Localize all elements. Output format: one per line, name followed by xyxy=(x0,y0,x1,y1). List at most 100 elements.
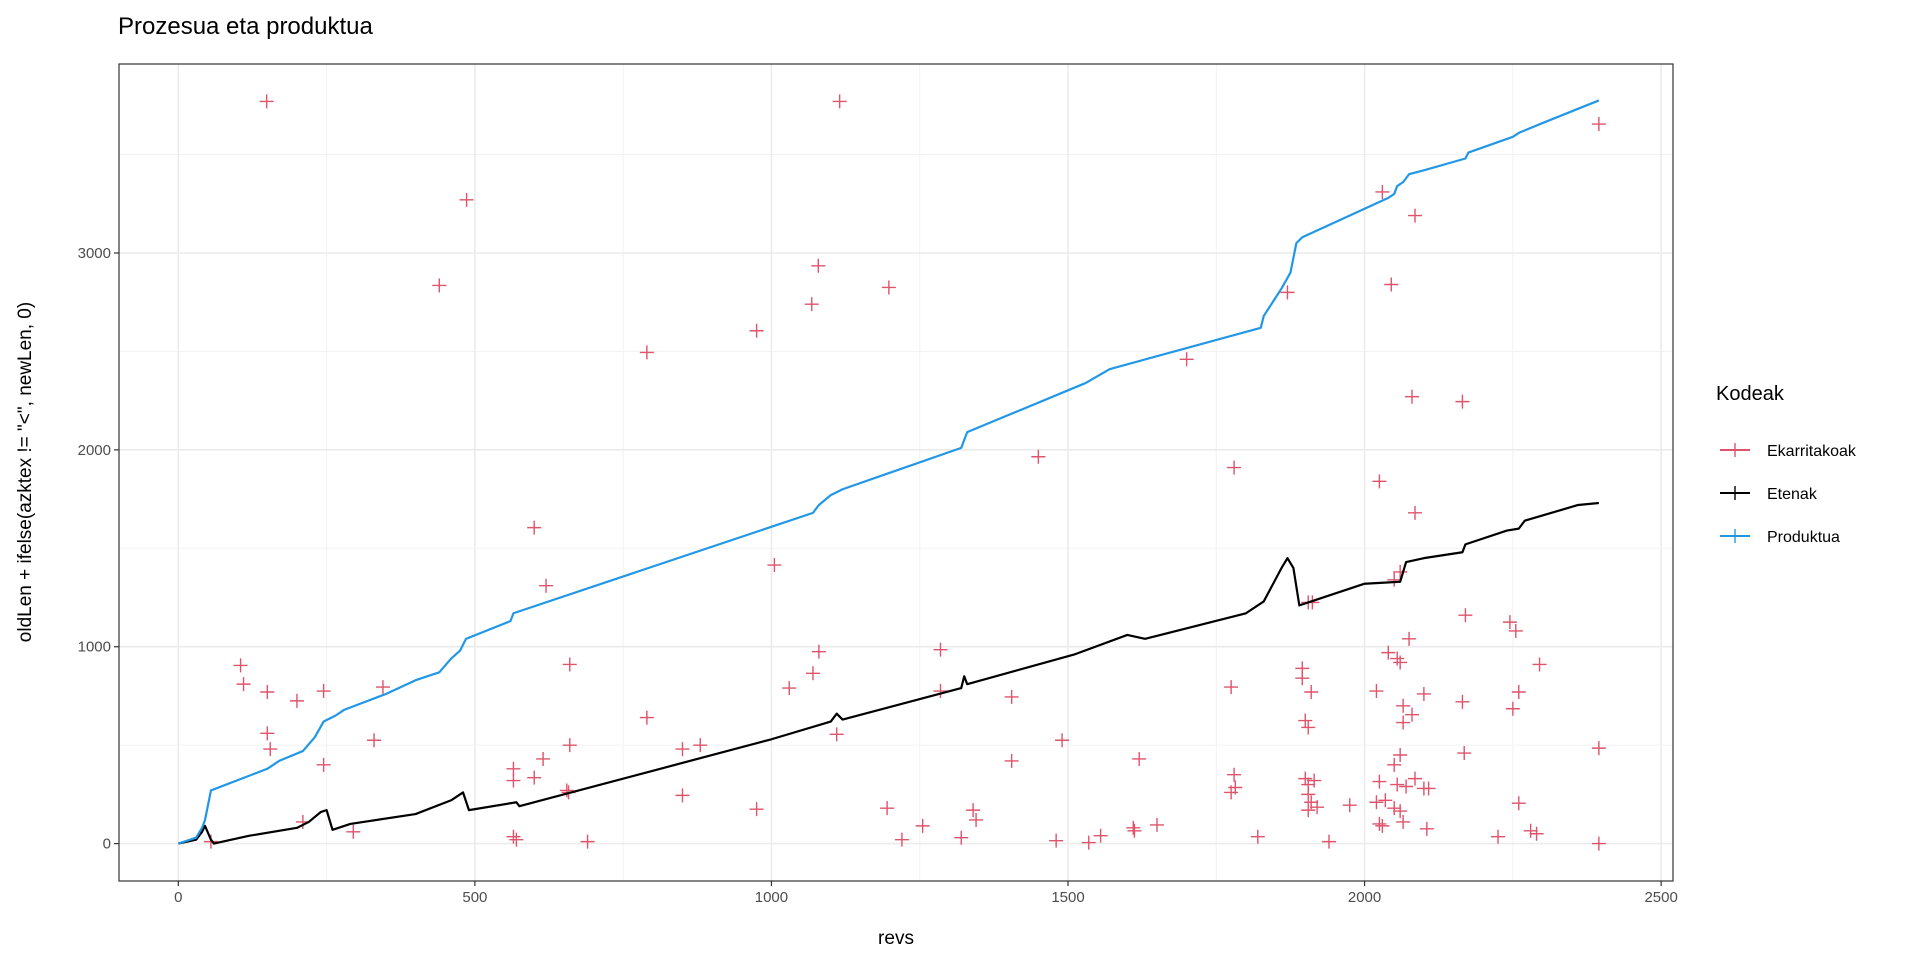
scatter-point xyxy=(1416,686,1431,701)
scatter-point xyxy=(1399,779,1414,794)
scatter-point xyxy=(1457,746,1472,761)
scatter-point xyxy=(1511,685,1526,700)
scatter-point xyxy=(346,824,361,839)
scatter-point xyxy=(1387,757,1402,772)
scatter-point xyxy=(367,733,382,748)
scatter-point xyxy=(1421,781,1436,796)
scatter-point xyxy=(1591,741,1606,756)
scatter-point xyxy=(203,834,218,849)
scatter-point xyxy=(675,742,690,757)
scatter-point xyxy=(1228,780,1243,795)
scatter-point xyxy=(539,578,554,593)
scatter-point xyxy=(1132,751,1147,766)
y-tick-label: 1000 xyxy=(78,639,111,656)
scatter-point xyxy=(1591,117,1606,132)
legend: Kodeak Ekarritakoak Etenak Produktua xyxy=(1716,383,1857,546)
legend-label: Etenak xyxy=(1767,486,1818,503)
scatter-point xyxy=(1390,777,1405,792)
scatter-point xyxy=(1227,460,1242,475)
scatter-point xyxy=(1419,821,1434,836)
scatter-point xyxy=(527,770,542,785)
scatter-point xyxy=(1055,733,1070,748)
scatter-point xyxy=(1396,698,1411,713)
scatter-point xyxy=(1126,820,1141,835)
scatter-point xyxy=(1227,767,1242,782)
scatter-point xyxy=(536,751,551,766)
scatter-point xyxy=(1342,798,1357,813)
scatter-point xyxy=(1179,352,1194,367)
scatter-point xyxy=(1310,800,1325,815)
scatter-point xyxy=(1511,796,1526,811)
scatter-point xyxy=(1458,608,1473,623)
scatter-point xyxy=(1224,680,1239,695)
scatter-point xyxy=(915,818,930,833)
scatter-point xyxy=(1387,801,1402,816)
legend-title: Kodeak xyxy=(1716,383,1785,405)
scatter-point xyxy=(782,681,797,696)
x-tick-label: 2500 xyxy=(1644,889,1677,906)
scatter-point xyxy=(1407,505,1422,520)
scatter-point xyxy=(236,677,251,692)
scatter-point xyxy=(1455,394,1470,409)
scatter-point xyxy=(1375,818,1390,833)
scatter-point xyxy=(639,710,654,725)
x-tick-label: 2000 xyxy=(1348,889,1381,906)
scatter-point xyxy=(1304,685,1319,700)
scatter-point xyxy=(1004,689,1019,704)
scatter-point xyxy=(1393,748,1408,763)
scatter-point xyxy=(1491,829,1506,844)
scatter-point xyxy=(1387,572,1402,587)
series-layer xyxy=(177,94,1606,851)
scatter-point xyxy=(1093,828,1108,843)
legend-label: Ekarritakoak xyxy=(1767,443,1857,460)
scatter-point xyxy=(1378,793,1393,808)
scatter-point xyxy=(316,684,331,699)
scatter-point xyxy=(580,834,595,849)
y-axis-title: oldLen + ifelse(azktex != "<", newLen, 0… xyxy=(15,302,36,642)
scatter-point xyxy=(1298,771,1313,786)
scatter-point xyxy=(1321,834,1336,849)
scatter-point xyxy=(1591,836,1606,851)
scatter-point xyxy=(749,802,764,817)
scatter-point xyxy=(1301,787,1316,802)
scatter-point xyxy=(1393,655,1408,670)
scatter-point xyxy=(506,761,521,776)
scatter-point xyxy=(1407,771,1422,786)
scatter-point xyxy=(811,644,826,659)
scatter-point xyxy=(1396,715,1411,730)
scatter-point xyxy=(260,685,275,700)
scatter-point xyxy=(811,258,826,273)
scatter-point xyxy=(894,832,909,847)
scatter-point xyxy=(969,812,984,827)
series-line xyxy=(177,99,1600,845)
scatter-point xyxy=(1396,814,1411,829)
scatter-point xyxy=(933,684,948,699)
scatter-point xyxy=(1298,713,1313,728)
scatter-point xyxy=(1455,694,1470,709)
scatter-point xyxy=(881,280,896,295)
scatter-point xyxy=(1127,823,1142,838)
y-tick-label: 2000 xyxy=(78,442,111,459)
scatter-point xyxy=(1381,645,1396,660)
scatter-point xyxy=(289,693,304,708)
scatter-point xyxy=(1529,826,1544,841)
scatter-point xyxy=(506,829,521,844)
scatter-point xyxy=(233,658,248,673)
scatter-point xyxy=(1384,277,1399,292)
scatter-point xyxy=(1049,833,1064,848)
legend-key-ekarritakoak xyxy=(1720,443,1750,457)
scatter-point xyxy=(1307,773,1322,788)
scatter-point xyxy=(1369,795,1384,810)
scatter-point xyxy=(639,345,654,360)
grid xyxy=(119,64,1673,881)
scatter-point xyxy=(1523,823,1538,838)
plot-panel-border xyxy=(118,63,1674,882)
scatter-point xyxy=(749,323,764,338)
scatter-point xyxy=(675,788,690,803)
scatter-point xyxy=(880,801,895,816)
legend-key-etenak xyxy=(1720,486,1750,500)
scatter-point xyxy=(1393,804,1408,819)
scatter-point xyxy=(1280,285,1295,300)
legend-label: Produktua xyxy=(1767,529,1840,546)
